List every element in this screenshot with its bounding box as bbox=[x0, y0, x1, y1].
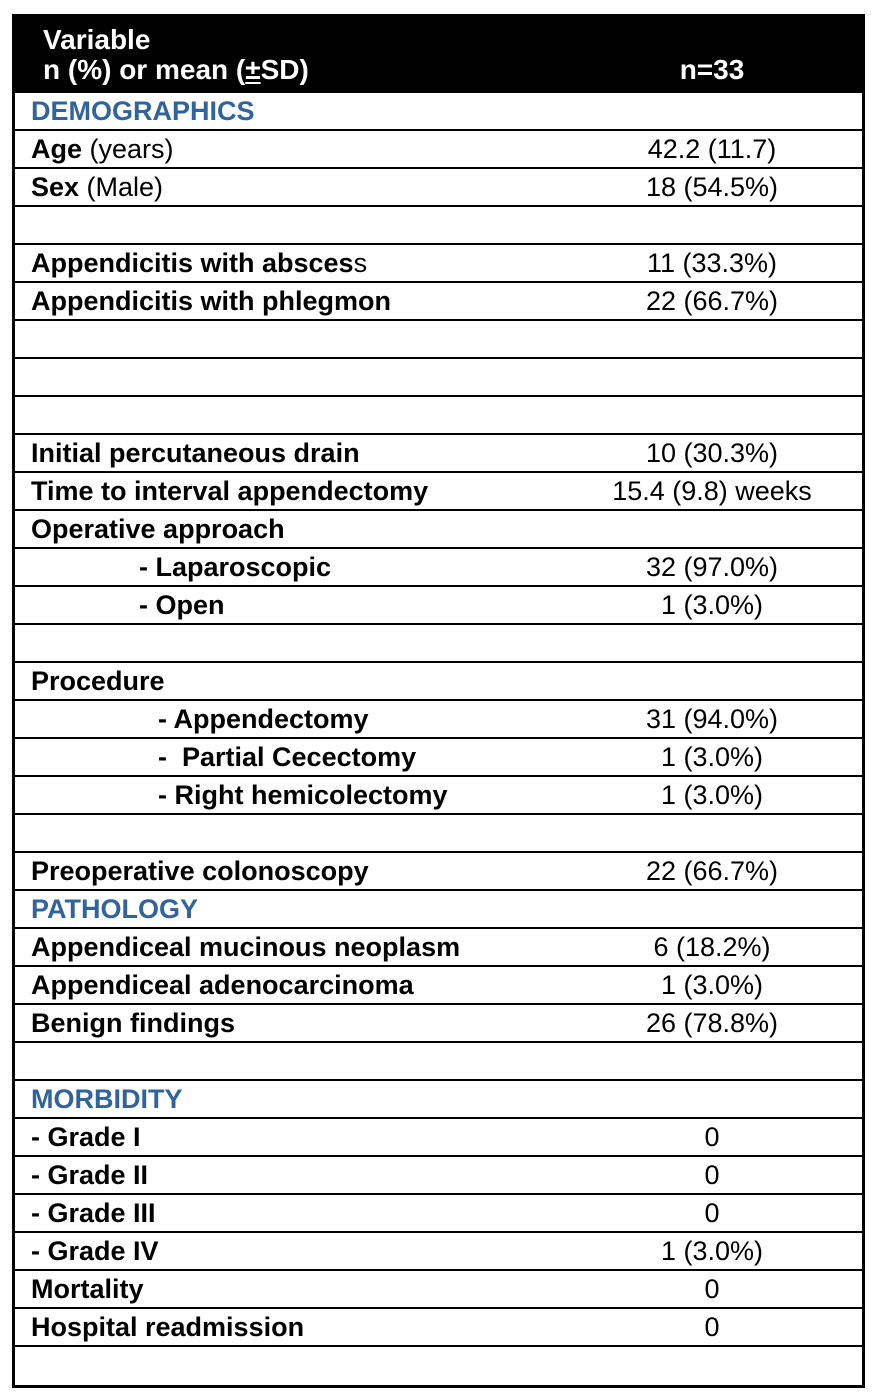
row-value: 22 (66.7%) bbox=[645, 855, 779, 886]
table-row: Initial percutaneous drain 10 (30.3%) bbox=[15, 435, 862, 473]
spacer-row bbox=[15, 359, 862, 397]
row-label: - Partial Cecectomy bbox=[158, 741, 417, 772]
table-row: Time to interval appendectomy 15.4 (9.8) … bbox=[15, 473, 862, 511]
row-label: Time to interval appendectomy bbox=[31, 475, 429, 506]
row-value: 6 (18.2%) bbox=[653, 931, 771, 962]
table-row: Sex (Male) 18 (54.5%) bbox=[15, 169, 862, 207]
row-value: 18 (54.5%) bbox=[645, 171, 779, 202]
spacer-row bbox=[15, 1043, 862, 1081]
header-variable-cell: Variable n (%) or mean (±SD) bbox=[15, 17, 562, 93]
row-label: Initial percutaneous drain bbox=[31, 437, 360, 468]
row-label: Benign findings bbox=[31, 1007, 235, 1038]
section-header-row: PATHOLOGY bbox=[15, 891, 862, 929]
table-row: Benign findings 26 (78.8%) bbox=[15, 1005, 862, 1043]
row-value: 0 bbox=[704, 1121, 720, 1152]
header-subtitle-suffix: SD) bbox=[260, 54, 309, 85]
table-row: Procedure bbox=[15, 663, 862, 701]
row-value: 0 bbox=[704, 1197, 720, 1228]
row-value: 15.4 (9.8) weeks bbox=[612, 475, 812, 506]
header-sample-size: n=33 bbox=[679, 54, 745, 85]
table-row: - Appendectomy 31 (94.0%) bbox=[15, 701, 862, 739]
row-label: - Grade II bbox=[31, 1159, 149, 1190]
row-value: 22 (66.7%) bbox=[645, 285, 779, 316]
row-value: 0 bbox=[704, 1159, 720, 1190]
table-row: - Grade III 0 bbox=[15, 1195, 862, 1233]
row-value: 1 (3.0%) bbox=[660, 969, 764, 1000]
row-label: Mortality bbox=[31, 1273, 144, 1304]
table-row: Appendiceal mucinous neoplasm 6 (18.2%) bbox=[15, 929, 862, 967]
row-label: - Grade IV bbox=[31, 1235, 159, 1266]
row-label: - Grade I bbox=[31, 1121, 141, 1152]
row-value: 42.2 (11.7) bbox=[647, 133, 777, 164]
table-row: - Grade I 0 bbox=[15, 1119, 862, 1157]
row-label: Appendicitis with phlegmon bbox=[31, 285, 391, 316]
table-row: Appendicitis with phlegmon 22 (66.7%) bbox=[15, 283, 862, 321]
table-rows: DEMOGRAPHICS Age (years) 42.2 (11.7) Sex (M… bbox=[15, 93, 862, 1385]
spacer-row bbox=[15, 207, 862, 245]
table-row: - Open 1 (3.0%) bbox=[15, 587, 862, 625]
section-header-row: DEMOGRAPHICS bbox=[15, 93, 862, 131]
row-label: Appendicitis with abscess bbox=[31, 247, 368, 278]
table-row: - Grade IV 1 (3.0%) bbox=[15, 1233, 862, 1271]
plus-minus-symbol: ± bbox=[245, 54, 261, 85]
row-label: Appendiceal adenocarcinoma bbox=[31, 969, 414, 1000]
header-subtitle-prefix: n (%) or mean ( bbox=[43, 54, 246, 85]
table-row: Age (years) 42.2 (11.7) bbox=[15, 131, 862, 169]
table-row: - Partial Cecectomy 1 (3.0%) bbox=[15, 739, 862, 777]
row-value: 1 (3.0%) bbox=[660, 1235, 764, 1266]
row-label: - Laparoscopic bbox=[139, 551, 332, 582]
row-label: - Right hemicolectomy bbox=[158, 779, 448, 810]
spacer-row bbox=[15, 321, 862, 359]
row-label: Sex (Male) bbox=[31, 171, 164, 202]
row-label: Operative approach bbox=[31, 513, 285, 544]
row-value: 0 bbox=[704, 1273, 720, 1304]
row-label: Procedure bbox=[31, 665, 165, 696]
row-value: 32 (97.0%) bbox=[645, 551, 779, 582]
table-header-row: Variable n (%) or mean (±SD) n=33 bbox=[15, 17, 862, 93]
section-title: PATHOLOGY bbox=[31, 893, 198, 924]
row-value: 11 (33.3%) bbox=[646, 247, 778, 278]
row-label: - Open bbox=[139, 589, 225, 620]
table-row: Operative approach bbox=[15, 511, 862, 549]
spacer-row bbox=[15, 625, 862, 663]
row-value: 1 (3.0%) bbox=[660, 589, 764, 620]
row-value: 10 (30.3%) bbox=[645, 437, 779, 468]
header-title: Variable bbox=[43, 24, 151, 55]
row-value: 1 (3.0%) bbox=[660, 779, 764, 810]
row-label: Hospital readmission bbox=[31, 1311, 305, 1342]
study-summary-table: Variable n (%) or mean (±SD) n=33 DEMOGR… bbox=[12, 14, 865, 1388]
row-label: - Grade III bbox=[31, 1197, 156, 1228]
table-row: - Grade II 0 bbox=[15, 1157, 862, 1195]
table-row: - Right hemicolectomy 1 (3.0%) bbox=[15, 777, 862, 815]
spacer-row bbox=[15, 397, 862, 435]
table-row: Hospital readmission 0 bbox=[15, 1309, 862, 1347]
row-label: - Appendectomy bbox=[158, 703, 369, 734]
section-title: DEMOGRAPHICS bbox=[31, 95, 255, 126]
header-subtitle: n (%) or mean (±SD) bbox=[43, 55, 562, 85]
table-row: Appendicitis with abscess 11 (33.3%) bbox=[15, 245, 862, 283]
row-label: Appendiceal mucinous neoplasm bbox=[31, 931, 461, 962]
row-label: Preoperative colonoscopy bbox=[31, 855, 369, 886]
row-label: Age (years) bbox=[31, 133, 174, 164]
spacer-row bbox=[15, 1347, 862, 1385]
spacer-row bbox=[15, 815, 862, 853]
section-header-row: MORBIDITY bbox=[15, 1081, 862, 1119]
row-value: 31 (94.0%) bbox=[645, 703, 779, 734]
table-row: Mortality 0 bbox=[15, 1271, 862, 1309]
table-row: - Laparoscopic 32 (97.0%) bbox=[15, 549, 862, 587]
row-value: 1 (3.0%) bbox=[660, 741, 764, 772]
table-row: Preoperative colonoscopy 22 (66.7%) bbox=[15, 853, 862, 891]
table-row: Appendiceal adenocarcinoma 1 (3.0%) bbox=[15, 967, 862, 1005]
row-value: 26 (78.8%) bbox=[645, 1007, 779, 1038]
section-title: MORBIDITY bbox=[31, 1083, 183, 1114]
row-value: 0 bbox=[704, 1311, 720, 1342]
